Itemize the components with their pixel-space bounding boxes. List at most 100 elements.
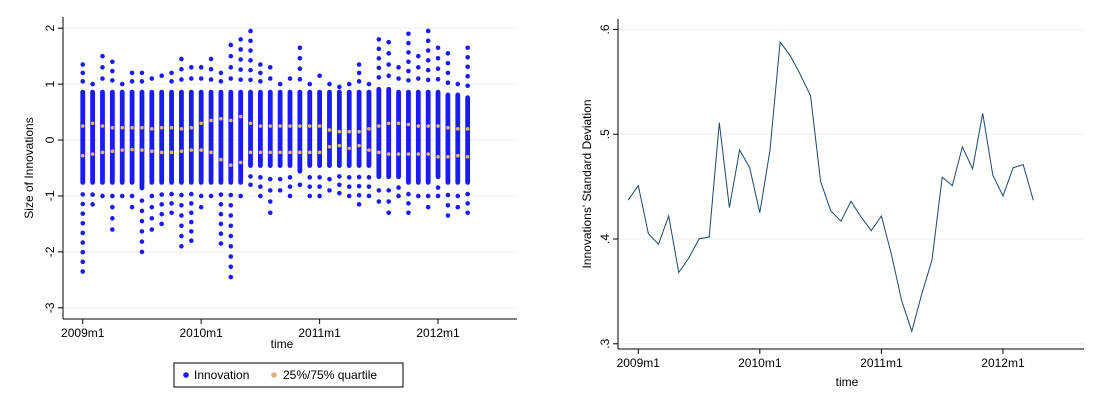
innovation-column: [406, 89, 411, 185]
innovation-point: [198, 204, 204, 210]
innovation-point: [455, 81, 461, 87]
scatter-quartile-points: [80, 114, 470, 168]
quartile-75-point: [337, 129, 342, 134]
innovation-point: [445, 213, 451, 218]
quartile-75-point: [268, 124, 273, 128]
innovation-point: [169, 201, 174, 206]
legend-marker-innovation: [183, 372, 189, 378]
quartile-75-point: [159, 125, 164, 130]
legend-box: [173, 362, 404, 388]
innovation-point: [445, 80, 451, 86]
innovation-point: [80, 70, 86, 76]
innovation-point: [80, 192, 86, 197]
quartile-25-point: [228, 163, 233, 168]
innovation-point: [346, 175, 352, 180]
quartile-25-point: [90, 152, 95, 156]
innovation-point: [228, 192, 234, 198]
innovation-point: [110, 204, 115, 210]
innovation-point: [159, 221, 164, 227]
innovation-point: [189, 201, 194, 206]
innovation-point: [258, 184, 263, 189]
innovation-point: [129, 70, 135, 76]
quartile-25-point: [436, 155, 440, 159]
innovation-point: [248, 28, 253, 34]
innovation-point: [297, 76, 303, 82]
innovation-point: [228, 254, 234, 259]
innovation-point: [297, 55, 303, 61]
innovation-point: [327, 176, 332, 182]
quartile-75-point: [455, 127, 460, 131]
line-y-axis-title: Innovations' Standard Deviation: [580, 99, 594, 268]
quartile-75-point: [278, 124, 282, 128]
quartile-75-point: [140, 125, 144, 130]
innovation-point: [307, 81, 313, 87]
scatter-x-axis-title: time: [271, 337, 294, 351]
innovation-point: [119, 81, 125, 87]
innovation-point: [396, 65, 401, 70]
innovation-point: [396, 185, 401, 190]
innovation-point: [425, 77, 431, 83]
innovation-point: [238, 37, 243, 42]
innovation-point: [100, 65, 105, 70]
innovation-point: [267, 76, 273, 81]
innovation-point: [80, 79, 86, 84]
innovation-point: [238, 57, 243, 62]
innovation-point: [139, 208, 145, 214]
innovation-point: [465, 201, 470, 206]
innovation-point: [435, 45, 441, 51]
innovation-column: [159, 89, 165, 185]
quartile-25-point: [150, 149, 154, 154]
quartile-25-point: [288, 150, 292, 155]
quartile-75-point: [189, 125, 194, 130]
innovation-point: [139, 249, 145, 255]
std-deviation-series-line: [627, 40, 1034, 333]
quartile-25-point: [258, 150, 263, 155]
innovation-point: [179, 77, 184, 82]
innovation-point: [267, 65, 273, 70]
innovation-point: [376, 75, 382, 80]
innovation-point: [179, 223, 184, 229]
quartile-25-point: [367, 148, 371, 152]
line-y-tick-label: .4: [598, 234, 612, 244]
innovation-point: [445, 51, 451, 56]
innovation-point: [228, 202, 234, 208]
innovation-point: [356, 174, 362, 180]
innovation-point: [366, 193, 372, 199]
quartile-25-point: [248, 150, 253, 155]
innovation-point: [356, 192, 362, 198]
scatter-y-tick-label: -3: [43, 302, 57, 313]
quartile-25-point: [140, 148, 144, 152]
innovation-point: [297, 66, 303, 72]
innovation-point: [455, 204, 461, 210]
innovation-point: [337, 174, 342, 179]
innovation-point: [445, 202, 451, 208]
innovation-point: [228, 274, 234, 280]
innovation-column: [465, 95, 471, 185]
innovation-point: [248, 38, 253, 44]
quartile-75-point: [110, 125, 115, 130]
innovation-point: [218, 221, 224, 227]
innovation-point: [445, 60, 451, 66]
quartile-75-point: [347, 129, 352, 134]
quartile-75-point: [446, 125, 450, 130]
quartile-75-point: [80, 124, 85, 128]
innovation-column: [317, 89, 323, 168]
innovation-point: [139, 239, 145, 244]
innovation-point: [238, 77, 243, 82]
innovation-column: [208, 89, 214, 185]
quartile-25-point: [298, 150, 302, 155]
innovation-point: [386, 51, 391, 56]
innovation-point: [386, 188, 391, 193]
quartile-75-point: [436, 124, 440, 128]
innovation-point: [110, 216, 115, 221]
innovation-point: [425, 38, 431, 44]
innovation-point: [258, 79, 263, 84]
innovation-point: [149, 193, 155, 199]
line-y-tick-label: .3: [598, 338, 612, 348]
scatter-y-axis-title: Size of Innovations: [22, 117, 36, 218]
innovation-point: [376, 65, 382, 71]
innovation-point: [208, 77, 214, 82]
innovation-point: [258, 70, 263, 76]
innovation-point: [169, 70, 174, 76]
innovation-point: [435, 55, 441, 61]
